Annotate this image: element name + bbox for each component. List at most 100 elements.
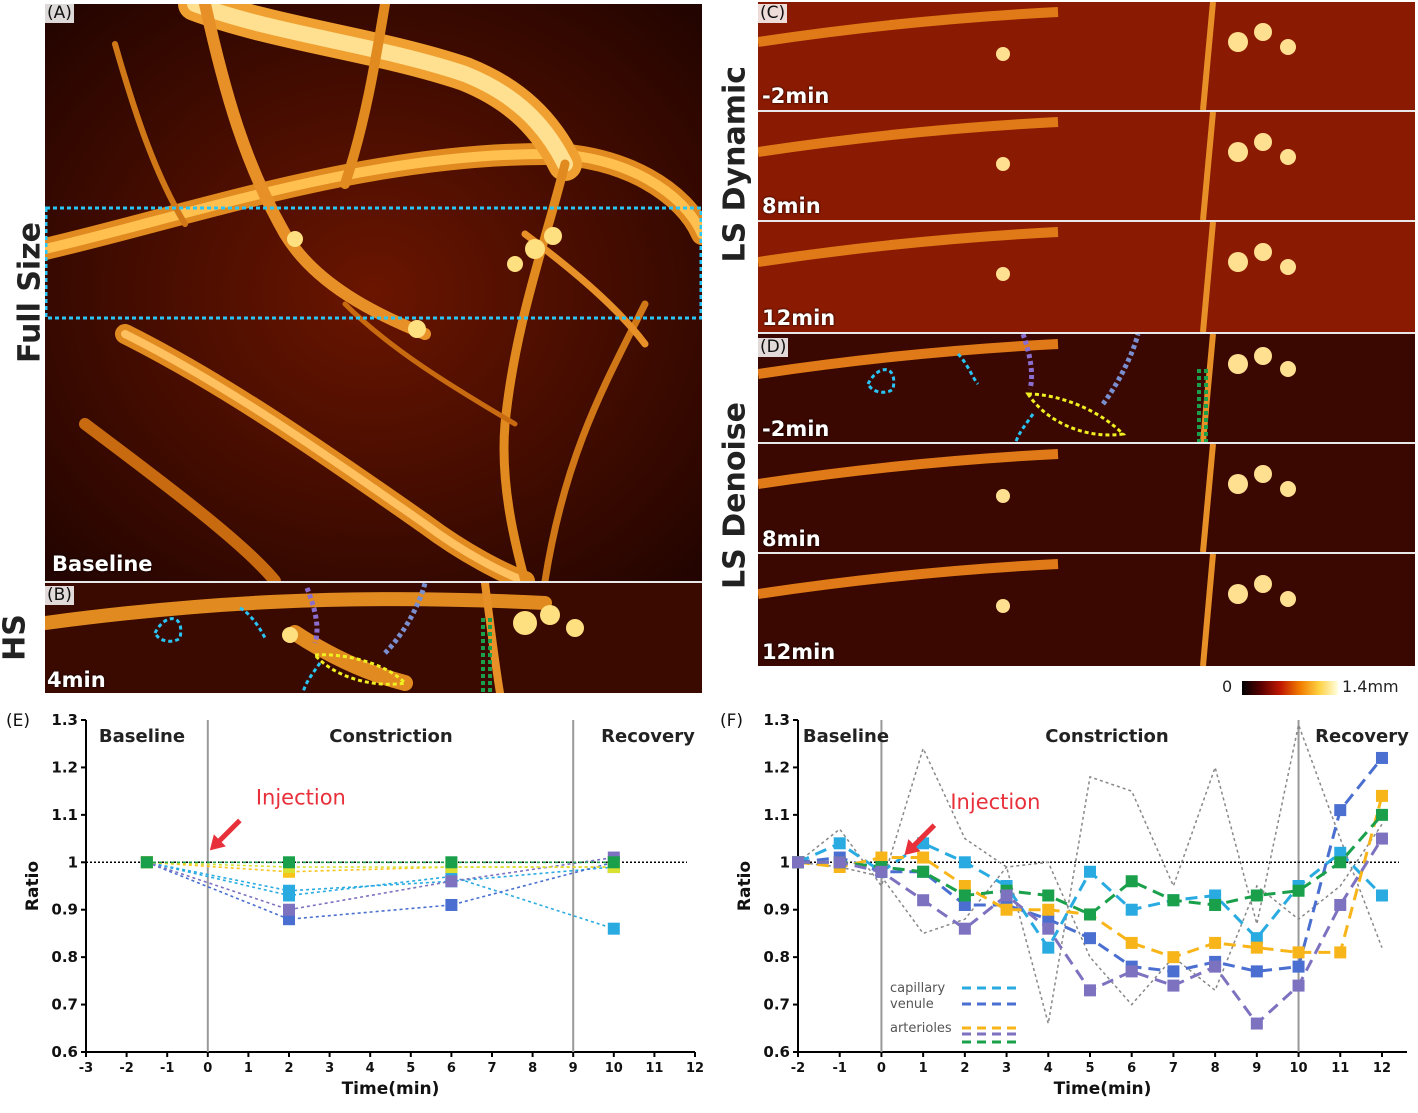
panel-separator — [45, 581, 702, 583]
data-point — [140, 856, 153, 869]
panel-d-label: (D) — [758, 337, 789, 357]
x-tick-label: 8 — [528, 1061, 537, 1076]
data-point — [283, 913, 295, 926]
data-point — [1334, 804, 1347, 817]
legend-label: capillary — [890, 981, 946, 996]
legend-label: arterioles — [890, 1021, 952, 1036]
data-point — [1375, 751, 1388, 764]
panel-a-time: Baseline — [52, 552, 153, 576]
x-tick-label: 5 — [1085, 1061, 1094, 1076]
series-line — [146, 861, 615, 930]
data-point — [1375, 889, 1388, 902]
y-tick-label: 1.3 — [51, 711, 78, 729]
phase-label: Baseline — [803, 726, 889, 747]
x-tick-label: 7 — [1169, 1061, 1178, 1076]
data-point — [1334, 856, 1347, 869]
data-point — [1209, 960, 1222, 973]
data-point — [875, 865, 888, 878]
y-axis-label: Ratio — [23, 861, 43, 911]
data-point — [1125, 965, 1138, 978]
data-point — [958, 889, 971, 902]
x-tick-label: 4 — [1044, 1061, 1053, 1076]
series-line — [146, 861, 614, 892]
x-tick-label: 6 — [447, 1061, 456, 1076]
data-point — [917, 894, 930, 907]
y-tick-label: 1.2 — [51, 758, 78, 776]
panel-c-time-1: -2min — [762, 84, 830, 108]
data-point — [1209, 936, 1222, 949]
panel-a-label: (A) — [45, 3, 74, 23]
y-tick-label: 1 — [68, 853, 78, 871]
data-point — [607, 922, 620, 935]
label-ls-dynamic: LS Dynamic — [717, 65, 753, 263]
data-point — [1042, 922, 1055, 935]
data-point — [1125, 936, 1138, 949]
chart-f-svg: 0.60.70.80.911.11.21.3-2 -1 0 1 2 3 4 5 6 7 8 9 10 11… — [735, 711, 1409, 1099]
data-point — [607, 856, 620, 869]
x-tick-label: 7 — [487, 1061, 496, 1076]
data-point — [1292, 979, 1305, 992]
panel-c-strip-3 — [758, 222, 1415, 332]
data-point — [1167, 894, 1180, 907]
data-point — [1000, 903, 1013, 916]
data-point — [445, 875, 458, 888]
data-point — [1250, 889, 1263, 902]
x-tick-label: 11 — [645, 1061, 663, 1076]
y-axis-label: Ratio — [735, 861, 755, 911]
x-tick-label: -1 — [160, 1061, 174, 1076]
x-tick-label: 10 — [1290, 1061, 1308, 1076]
y-tick-label: 0.6 — [51, 1043, 78, 1061]
phase-label: Baseline — [99, 726, 185, 747]
data-point — [1292, 884, 1305, 897]
x-tick-label: 1 — [244, 1061, 253, 1076]
x-tick-label: 1 — [919, 1061, 928, 1076]
panel-a-image — [45, 4, 702, 581]
x-tick-label: -3 — [79, 1061, 93, 1076]
data-point — [1083, 908, 1096, 921]
data-point — [1292, 946, 1305, 959]
data-point — [1042, 941, 1055, 954]
data-point — [1334, 898, 1347, 911]
panel-d-time-1: -2min — [762, 417, 830, 441]
x-tick-label: 2 — [960, 1061, 969, 1076]
x-tick-label: 0 — [877, 1061, 886, 1076]
data-point — [1083, 984, 1096, 997]
y-tick-label: 0.7 — [51, 996, 78, 1014]
y-tick-label: 1.2 — [763, 758, 790, 776]
data-point — [283, 903, 295, 916]
panel-c-label: (C) — [758, 3, 788, 23]
data-point — [283, 884, 295, 897]
series-line — [146, 861, 615, 921]
panel-f-label: (F) — [720, 711, 744, 731]
data-point — [1250, 941, 1263, 954]
strip-separator — [758, 332, 1415, 334]
data-point — [1375, 789, 1388, 802]
injection-arrowhead — [904, 839, 921, 856]
data-point — [1209, 898, 1222, 911]
legend-label: venule — [890, 997, 934, 1012]
x-tick-label: 3 — [325, 1061, 334, 1076]
x-tick-label: -1 — [832, 1061, 846, 1076]
y-tick-label: 0.8 — [763, 948, 790, 966]
panel-d-time-2: 8min — [762, 527, 821, 551]
strip-separator — [758, 220, 1415, 222]
x-tick-label: 12 — [686, 1061, 704, 1076]
chart-e-svg: 0.60.70.80.911.11.21.3-3 -2 -1 0 1 2 3 4 5 6 7 8 9 10… — [23, 711, 704, 1099]
x-tick-label: 9 — [569, 1061, 578, 1076]
data-point — [1167, 965, 1180, 978]
data-point — [1167, 951, 1180, 964]
phase-label: Constriction — [329, 726, 452, 747]
x-tick-label: 4 — [366, 1061, 375, 1076]
data-point — [1042, 913, 1055, 926]
roi-rectangle — [45, 206, 702, 320]
data-point — [1250, 932, 1263, 945]
data-point — [1250, 1017, 1263, 1030]
series-line — [146, 856, 614, 911]
data-point — [958, 856, 971, 869]
chart-e: 0.6 0.7 0.8 0.9 1 1.1 1.2 1.3 -3 -2 -1 0 1 2 3 4 5 6 7 8 9 10… — [0, 708, 705, 1108]
x-axis-label: Time(min) — [342, 1079, 440, 1099]
panel-d-strip-2 — [758, 444, 1415, 552]
y-tick-label: 0.6 — [763, 1043, 790, 1061]
data-point — [1375, 832, 1388, 845]
y-tick-label: 0.7 — [763, 996, 790, 1014]
